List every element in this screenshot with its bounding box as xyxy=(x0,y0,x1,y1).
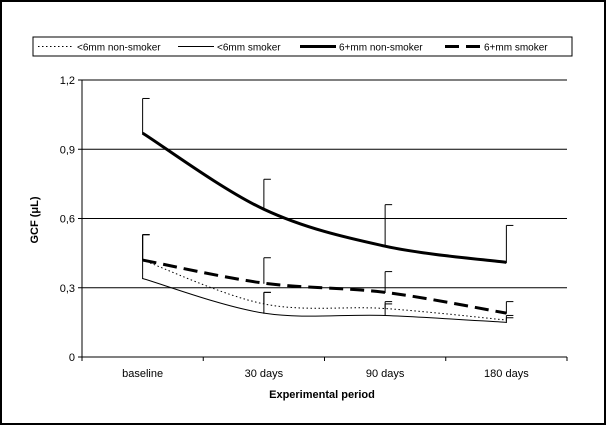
data-point xyxy=(505,319,507,321)
data-point xyxy=(384,245,386,247)
legend-label: <6mm smoker xyxy=(217,43,281,54)
y-tick-label: 0,3 xyxy=(60,283,75,295)
series-line xyxy=(142,259,507,321)
y-tick-label: 1,2 xyxy=(60,75,75,87)
data-point xyxy=(384,307,386,310)
data-point xyxy=(142,277,144,280)
data-point xyxy=(384,314,386,317)
data-point xyxy=(505,261,507,263)
x-axis-title: Experimental period xyxy=(269,389,375,401)
x-tick-label: 90 days xyxy=(366,368,405,380)
legend-label: 6+mm smoker xyxy=(484,43,548,54)
data-point xyxy=(142,259,144,261)
data-point xyxy=(142,132,144,134)
plot-area: 0 0,3 0,6 0,9 1,2 baseline 30 days 90 days 180 d… xyxy=(60,75,568,380)
series-line xyxy=(142,258,507,315)
data-point xyxy=(263,282,265,284)
y-tick-label: 0 xyxy=(69,352,75,364)
x-tick-label: 180 days xyxy=(484,368,529,380)
legend-label: <6mm non-smoker xyxy=(77,43,161,54)
data-point xyxy=(505,321,507,323)
y-axis-title: GCF (μL) xyxy=(29,196,41,243)
legend: <6mm non-smoker <6mm smoker 6+mm non-smoke… xyxy=(32,36,573,57)
data-point xyxy=(263,303,265,305)
x-tick-label: 30 days xyxy=(245,368,284,380)
series-line xyxy=(141,131,507,264)
data-point xyxy=(505,312,507,314)
data-point xyxy=(263,312,265,314)
y-tick-label: 0,9 xyxy=(60,144,75,156)
data-point xyxy=(263,208,265,210)
series-line xyxy=(142,278,507,323)
x-tick-label: baseline xyxy=(122,368,163,380)
data-point xyxy=(384,291,386,293)
legend-label: 6+mm non-smoker xyxy=(339,43,423,54)
y-tick-label: 0,6 xyxy=(60,214,75,226)
